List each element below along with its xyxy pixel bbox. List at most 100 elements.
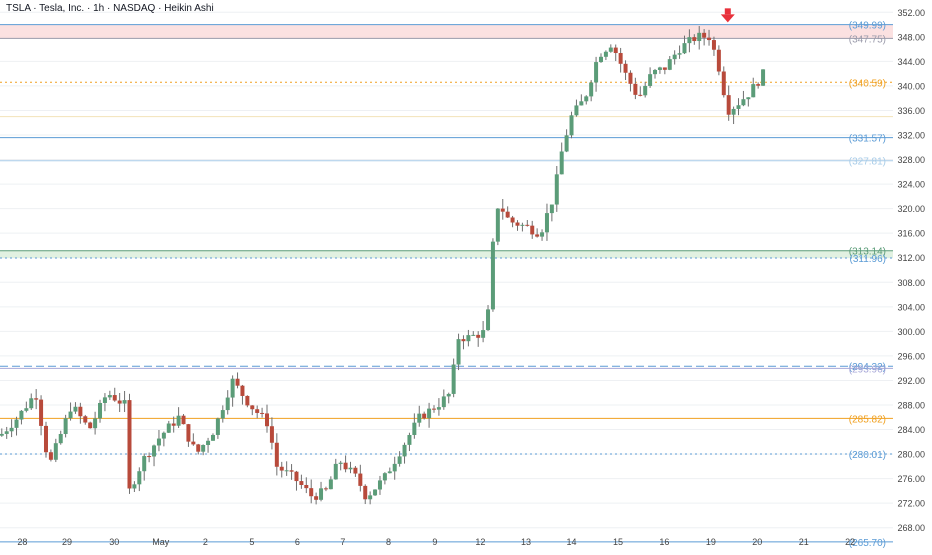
- candle-body: [559, 151, 564, 175]
- candle-body: [490, 241, 495, 310]
- candle-body: [269, 426, 274, 443]
- candle-body: [736, 105, 741, 109]
- candle-body: [240, 385, 245, 396]
- candle-body: [48, 452, 53, 460]
- price-tick-label: 280.00: [897, 450, 925, 460]
- candle-body: [112, 395, 117, 401]
- candle-body: [589, 82, 594, 97]
- candle-body: [250, 405, 255, 410]
- candle-body: [466, 335, 471, 342]
- candle-body: [328, 479, 333, 490]
- candle-body: [358, 473, 363, 486]
- price-tick-label: 332.00: [897, 131, 925, 141]
- price-axis[interactable]: 352.00 348.00 344.00 340.00 336.00 332.00 328.…: [897, 8, 925, 533]
- level-label: (285.82): [849, 414, 886, 425]
- time-tick-label: 13: [521, 537, 531, 547]
- level-label-layer: (349.99) (347.75) (340.59) (331.57) (327.81)…: [849, 21, 886, 549]
- candle-body: [225, 397, 230, 411]
- price-tick-label: 300.00: [897, 327, 925, 337]
- candle-body: [132, 484, 137, 489]
- candle-body: [594, 62, 599, 83]
- candle-body: [476, 334, 481, 338]
- time-tick-label: 5: [249, 537, 254, 547]
- candle-body: [107, 395, 112, 398]
- candle-body: [191, 441, 196, 445]
- candle-body: [402, 444, 407, 457]
- candle-body: [481, 330, 486, 338]
- candle-body: [368, 495, 373, 500]
- candle-body: [152, 445, 157, 457]
- candle-body: [299, 481, 304, 486]
- down-arrow-icon: [720, 14, 735, 23]
- price-tick-label: 272.00: [897, 499, 925, 509]
- candle-body: [156, 438, 161, 446]
- time-axis[interactable]: 28 29 30 May 2 5 6 7 8 9 12 13 14 15 16 19 20 21 22: [17, 537, 855, 547]
- candle-body: [510, 217, 515, 223]
- zone-layer: [0, 24, 893, 258]
- price-tick-label: 352.00: [897, 8, 925, 18]
- candle-body: [707, 37, 712, 41]
- candle-body: [0, 433, 4, 436]
- candle-body: [672, 54, 677, 60]
- candle-body: [726, 95, 731, 115]
- level-label: (347.75): [849, 34, 886, 45]
- candle-body: [653, 69, 658, 75]
- candle-body: [682, 43, 687, 54]
- candle-body: [314, 496, 319, 500]
- candle-body: [220, 410, 225, 419]
- candle-layer: [0, 26, 766, 505]
- time-tick-label: 28: [17, 537, 27, 547]
- candle-body: [14, 419, 19, 428]
- candle-body: [515, 222, 520, 226]
- candle-body: [171, 423, 176, 426]
- time-tick-label: 15: [613, 537, 623, 547]
- supply-zone: [0, 24, 893, 39]
- candle-body: [73, 406, 78, 412]
- candle-body: [387, 471, 392, 474]
- price-tick-label: 268.00: [897, 523, 925, 533]
- price-tick-label: 292.00: [897, 376, 925, 386]
- candle-body: [122, 400, 127, 404]
- candle-body: [98, 402, 103, 419]
- candle-body: [147, 456, 152, 458]
- time-tick-label: 7: [340, 537, 345, 547]
- candle-body: [196, 444, 201, 452]
- candle-body: [19, 410, 24, 420]
- candle-body: [9, 427, 14, 432]
- candle-body: [176, 415, 181, 426]
- candle-body: [441, 396, 446, 408]
- candle-body: [4, 431, 9, 434]
- candle-body: [348, 467, 353, 470]
- price-tick-label: 340.00: [897, 81, 925, 91]
- candle-body: [687, 37, 692, 44]
- time-tick-label: 9: [432, 537, 437, 547]
- time-tick-label: May: [152, 537, 170, 547]
- chart-title: TSLA · Tesla, Inc. · 1h · NASDAQ · Heiki…: [6, 3, 214, 14]
- time-tick-label: 6: [295, 537, 300, 547]
- price-tick-label: 328.00: [897, 155, 925, 165]
- down-arrow-icon: [724, 8, 731, 15]
- demand-zone: [0, 250, 893, 258]
- candle-body: [343, 462, 348, 470]
- candle-body: [422, 413, 427, 419]
- candle-body: [142, 456, 147, 472]
- price-tick-label: 312.00: [897, 253, 925, 263]
- candle-body: [721, 71, 726, 96]
- candle-body: [623, 63, 628, 73]
- price-tick-label: 344.00: [897, 57, 925, 67]
- candle-body: [201, 445, 206, 452]
- price-tick-label: 288.00: [897, 401, 925, 411]
- candle-body: [353, 467, 358, 474]
- time-tick-label: 22: [845, 537, 855, 547]
- candle-body: [608, 47, 613, 52]
- candle-body: [161, 432, 166, 439]
- candle-body: [68, 411, 73, 419]
- candle-body: [274, 442, 279, 467]
- candle-body: [638, 94, 643, 96]
- candle-body: [692, 37, 697, 42]
- candle-body: [633, 83, 638, 95]
- time-tick-label: 29: [62, 537, 72, 547]
- candle-body: [677, 53, 682, 55]
